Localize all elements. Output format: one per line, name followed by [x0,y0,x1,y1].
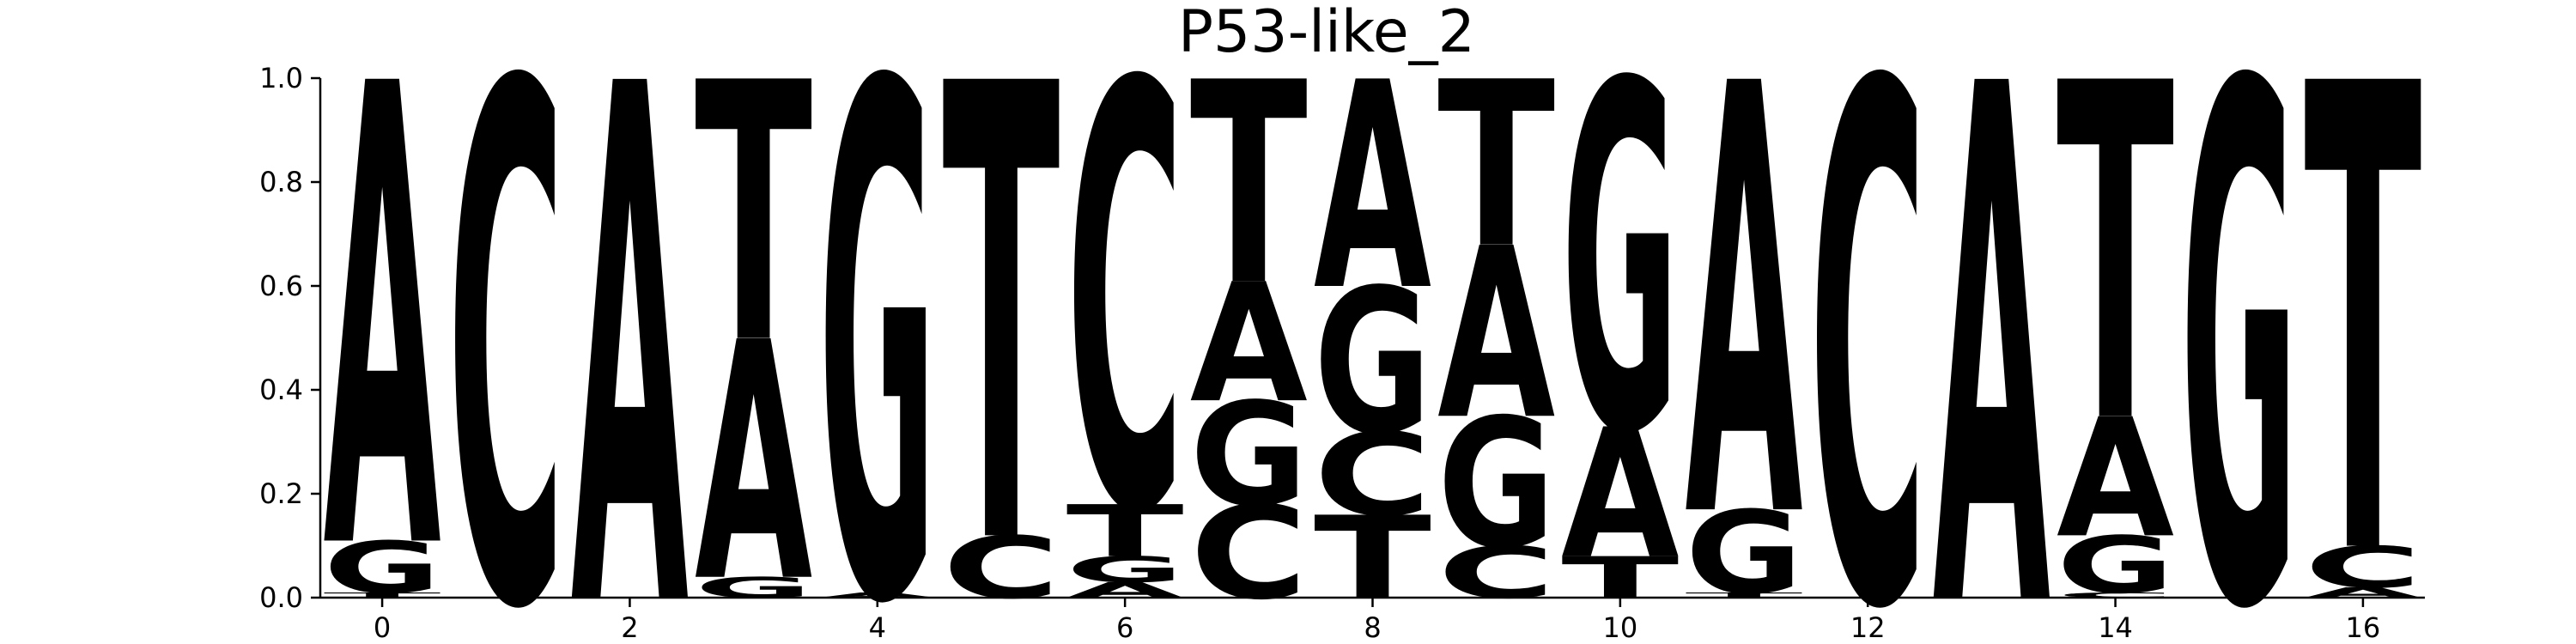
logo-letter-t: T [942,0,1060,644]
logo-letter-g: G [2180,0,2298,644]
logo-letter-a: A [571,0,690,644]
x-tick-label: 8 [1364,611,1381,644]
logo-letter-c: C [1066,0,1184,642]
y-tick-label: 0.2 [259,477,303,510]
y-tick-label: 0.0 [259,581,303,614]
x-tick-label: 4 [869,611,886,644]
y-tick-label: 0.4 [259,374,303,406]
y-tick-label: 0.8 [259,166,303,198]
logo-letter-t: T [1437,34,1555,299]
logo-letter-t: T [2304,0,2422,644]
logo-letter-a: A [324,0,442,644]
y-tick-label: 0.6 [259,270,303,302]
logo-letter-g: G [1561,0,1679,539]
logo-letter-t: T [1190,24,1309,347]
x-tick-label: 10 [1602,611,1637,644]
x-tick-label: 12 [1850,611,1886,644]
x-tick-label: 0 [374,611,391,644]
x-tick-label: 6 [1116,611,1133,644]
logo-letter-g: G [818,0,936,644]
x-tick-label: 2 [621,611,638,644]
x-tick-label: 14 [2098,611,2133,644]
logo-letter-a: A [1314,21,1432,354]
logo-letter-t: T [695,8,813,422]
x-tick-label: 16 [2346,611,2381,644]
logo-letter-t: T [2057,0,2175,525]
y-tick-label: 1.0 [259,62,303,94]
logo-letter-c: C [447,0,565,644]
logo-letter-a: A [1933,0,2051,644]
logo-letter-c: C [1809,0,1927,644]
logo-letter-a: A [1686,0,1804,644]
